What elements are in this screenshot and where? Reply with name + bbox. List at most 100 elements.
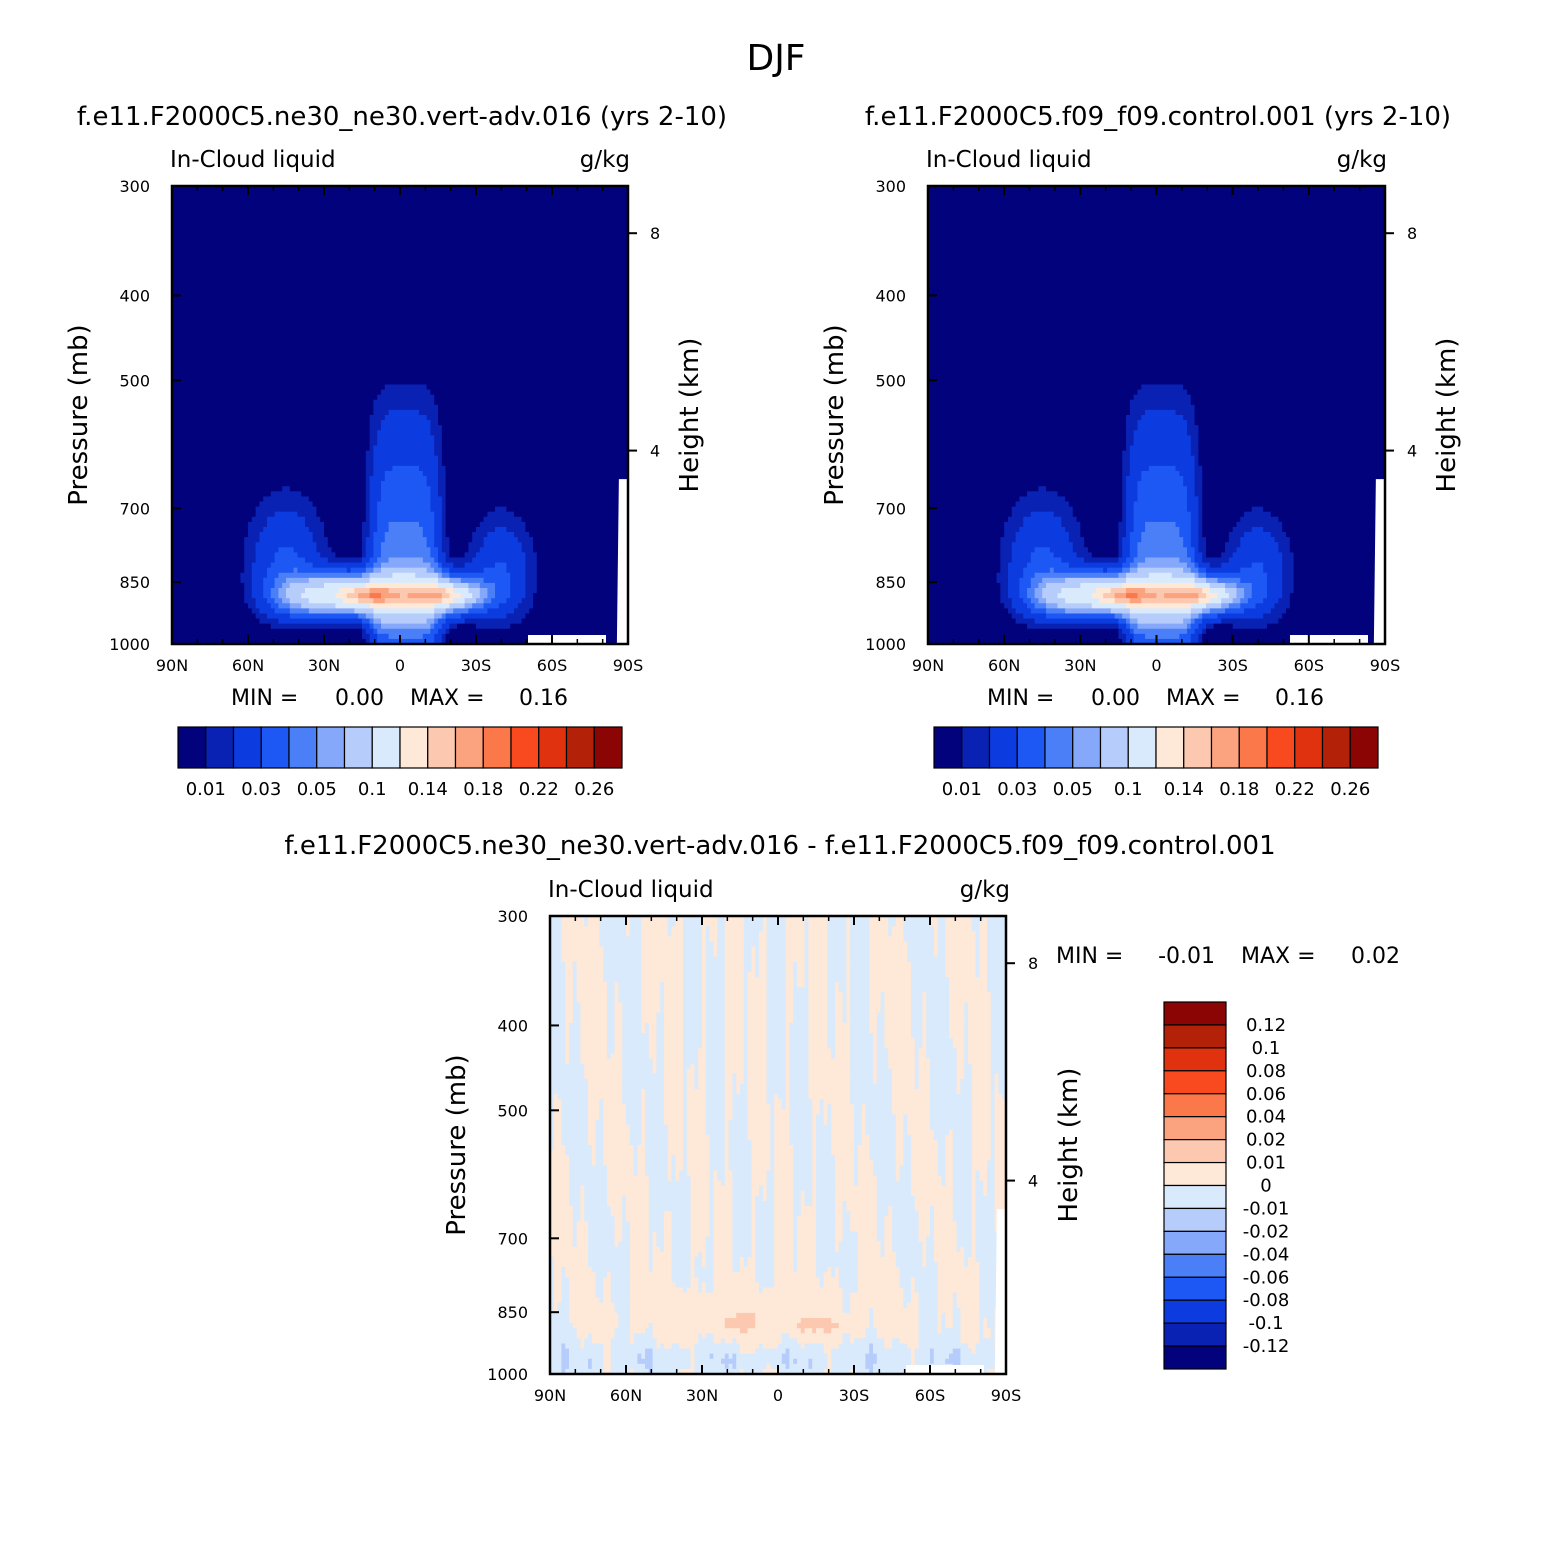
contour-cell: [434, 537, 443, 543]
contour-cell: [774, 1165, 794, 1172]
contour-cell: [1293, 562, 1385, 569]
contour-cell: [550, 997, 566, 1004]
contour-cell: [937, 1282, 980, 1289]
contour-cell: [759, 941, 768, 948]
contour-cell: [705, 1099, 726, 1105]
contour-cell: [498, 603, 519, 609]
contour-cell: [971, 1078, 992, 1085]
contour-cell: [690, 1267, 695, 1273]
contour-cell: [914, 1200, 954, 1207]
contour-cell: [1141, 384, 1184, 391]
contour-cell: [930, 1226, 935, 1233]
contour-cell: [835, 1170, 855, 1177]
contour-cell: [683, 1017, 703, 1024]
contour-cell: [926, 1027, 950, 1034]
contour-cell: [172, 450, 367, 457]
contour-cell: [873, 1348, 912, 1355]
contour-cell: [434, 526, 443, 533]
contour-cell: [1122, 501, 1127, 508]
contour-cell: [949, 997, 992, 1004]
contour-cell: [580, 1200, 585, 1207]
contour-cell: [362, 623, 371, 630]
contour-cell: [1225, 608, 1245, 615]
contour-cell: [553, 1134, 562, 1141]
contour-cell: [690, 1211, 711, 1217]
contour-cell: [949, 977, 988, 983]
x-tick-label: 90S: [1370, 656, 1401, 675]
contour-cell: [595, 1150, 604, 1156]
contour-cell: [694, 1267, 714, 1273]
contour-cell: [990, 1139, 996, 1146]
contour-cell: [975, 966, 980, 973]
contour-cell: [850, 1099, 893, 1105]
contour-cell: [576, 977, 604, 983]
contour-cell: [434, 633, 443, 640]
contour-cell: [926, 1033, 950, 1039]
contour-cell: [671, 1226, 692, 1233]
contour-cell: [873, 1058, 878, 1065]
contour-cell: [1263, 526, 1283, 533]
contour-cell: [907, 1119, 931, 1126]
contour-cell: [975, 1231, 999, 1238]
contour-cell: [603, 1134, 631, 1141]
contour-cell: [445, 465, 628, 472]
contour-cell: [1126, 430, 1135, 436]
contour-cell: [797, 1338, 844, 1345]
contour-cell: [724, 931, 745, 937]
contour-cell: [937, 1312, 942, 1319]
x-tick-label: 90N: [534, 1386, 566, 1405]
contour-cell: [365, 470, 374, 477]
contour-cell: [550, 1256, 555, 1263]
contour-cell: [683, 1053, 699, 1060]
contour-cell: [1198, 562, 1211, 569]
contour-cell: [804, 956, 809, 963]
contour-cell: [1126, 420, 1139, 426]
contour-cell: [816, 1241, 836, 1248]
contour-cell: [918, 1307, 939, 1314]
contour-cell: [971, 1129, 992, 1136]
contour-cell: [373, 404, 439, 411]
contour-cell: [1126, 593, 1139, 599]
contour-cell: [827, 977, 847, 983]
contour-cell: [975, 1170, 980, 1177]
contour-cell: [702, 1333, 707, 1339]
contour-cell: [842, 1307, 851, 1314]
contour-cell: [857, 1160, 874, 1166]
contour-cell: [793, 1256, 798, 1263]
contour-cell: [603, 1104, 627, 1110]
contour-cell: [945, 1358, 961, 1365]
contour-cell: [949, 1002, 965, 1009]
contour-cell: [979, 956, 988, 963]
contour-cell: [964, 1048, 969, 1054]
contour-cell: [553, 1139, 562, 1146]
contour-cell: [705, 977, 726, 983]
contour-cell: [907, 941, 935, 948]
contour-cell: [610, 1368, 631, 1374]
contour-cell: [884, 1017, 912, 1024]
contour-cell: [979, 1328, 984, 1334]
contour-cell: [244, 562, 253, 569]
contour-cell: [610, 1343, 657, 1350]
contour-cell: [975, 931, 980, 937]
contour-cell: [667, 1134, 684, 1141]
contour-cell: [975, 1221, 996, 1228]
contour-cell: [884, 1216, 893, 1222]
contour-cell: [312, 532, 325, 538]
contour-cell: [550, 961, 566, 968]
contour-cell: [747, 987, 768, 993]
contour-cell: [930, 916, 939, 922]
contour-cell: [694, 1353, 711, 1360]
contour-cell: [1202, 465, 1385, 472]
contour-cell: [365, 516, 371, 523]
contour-cell: [766, 1033, 787, 1039]
contour-cell: [918, 1236, 927, 1243]
contour-cell: [990, 1017, 1006, 1024]
contour-cell: [569, 1058, 581, 1065]
contour-cell: [365, 537, 374, 543]
x-tick-label: 30N: [1064, 656, 1096, 675]
contour-cell: [766, 946, 787, 953]
contour-cell: [732, 1221, 752, 1228]
max-label: MAX =: [1241, 944, 1316, 969]
colorbar-label: -0.12: [1243, 1336, 1290, 1357]
contour-cell: [377, 521, 390, 528]
